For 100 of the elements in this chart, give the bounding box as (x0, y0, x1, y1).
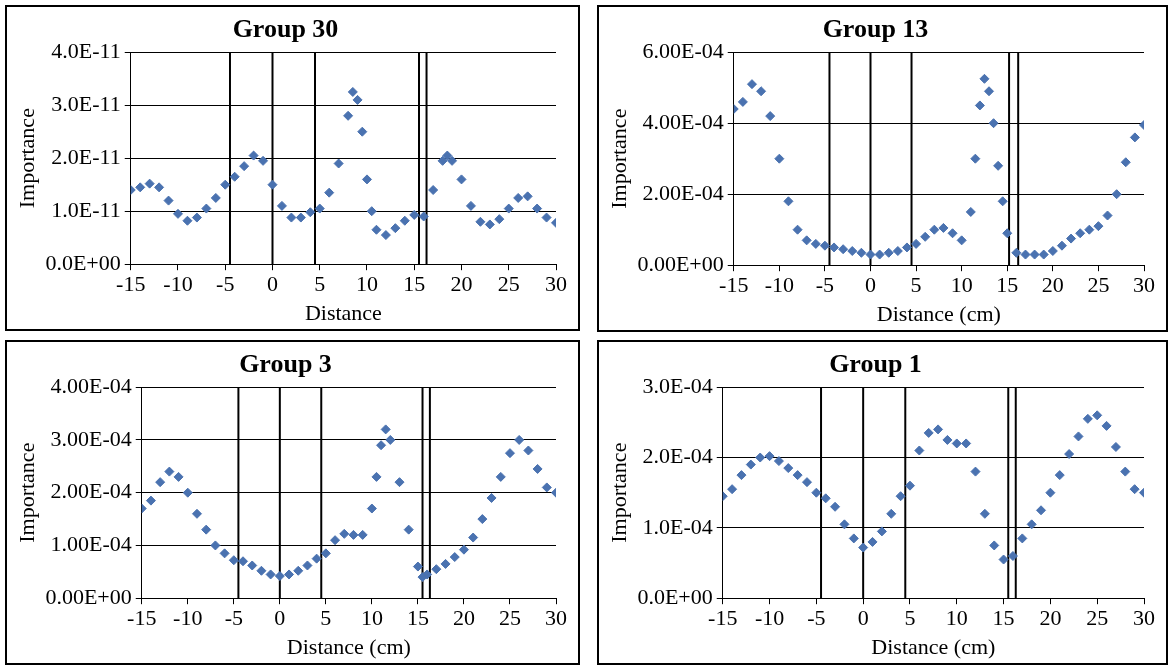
point (403, 524, 414, 535)
point (1007, 551, 1018, 561)
point (901, 242, 912, 253)
point (970, 153, 981, 164)
chart-title: Group 30 (232, 14, 339, 44)
x-tick-label: 20 (1039, 605, 1062, 631)
x-tick-label: -5 (807, 605, 826, 631)
point (993, 160, 1004, 171)
point (865, 249, 876, 260)
point (330, 535, 341, 546)
point (1129, 484, 1140, 495)
y-tick-label: 6.00E-04 (642, 37, 724, 63)
point (1054, 470, 1065, 481)
point (293, 565, 304, 576)
point (933, 424, 944, 435)
point (532, 463, 543, 474)
point (201, 524, 212, 535)
point (504, 448, 515, 459)
point (1111, 189, 1122, 200)
chart-title: Group 3 (239, 349, 332, 379)
point (458, 544, 469, 555)
point (541, 482, 552, 493)
x-tick-label: 5 (314, 271, 326, 297)
point (265, 569, 276, 580)
point (989, 540, 1000, 551)
point (376, 440, 387, 451)
point (385, 434, 396, 445)
point (997, 196, 1008, 207)
point (320, 548, 331, 559)
point (1056, 240, 1067, 251)
point (164, 466, 175, 477)
x-tick-label: 30 (1133, 272, 1155, 298)
y-tick-label: 4.0E-11 (51, 37, 121, 63)
y-axis-title: Importance (605, 442, 631, 543)
point (895, 491, 906, 502)
point (1036, 505, 1047, 516)
point (765, 111, 776, 122)
x-tick-label: 15 (406, 605, 429, 631)
point (874, 249, 885, 260)
point (810, 238, 821, 249)
point (1120, 466, 1131, 477)
point (311, 553, 322, 564)
point (867, 536, 878, 547)
point (746, 79, 757, 90)
y-tick-label: 2.00E-04 (50, 478, 132, 504)
point (155, 477, 166, 488)
point (1002, 228, 1013, 239)
point (173, 471, 184, 482)
point (911, 238, 922, 249)
point (979, 73, 990, 84)
point (228, 555, 239, 566)
point (965, 206, 976, 217)
x-tick-label: -10 (764, 272, 794, 298)
y-tick-label: 2.0E-11 (51, 143, 121, 169)
x-tick-label: 30 (1133, 605, 1155, 631)
point (256, 565, 267, 576)
chart-title: Group 13 (822, 14, 929, 44)
point (468, 532, 479, 543)
point (737, 96, 748, 107)
y-axis-title: Importance (605, 108, 631, 209)
point (1075, 228, 1086, 239)
point (1020, 249, 1031, 260)
point (339, 528, 350, 539)
point (1038, 249, 1049, 260)
y-tick-label: 4.00E-04 (50, 372, 132, 398)
x-axis-title: Distance (cm) (286, 633, 411, 659)
point (820, 493, 831, 504)
point (394, 477, 405, 488)
point (1073, 431, 1084, 442)
y-axis-title: Importance (13, 108, 39, 209)
x-tick-label: 25 (1087, 272, 1110, 298)
y-tick-label: 3.00E-04 (50, 425, 132, 451)
point (839, 519, 850, 530)
chart-title: Group 1 (829, 349, 922, 379)
point (876, 526, 887, 537)
y-axis-title: Importance (13, 442, 39, 543)
point (210, 540, 221, 551)
y-tick-label: 1.0E-04 (642, 513, 713, 539)
x-tick-label: -10 (173, 605, 203, 631)
y-tick-label: 1.0E-11 (51, 196, 121, 222)
x-tick-label: -10 (163, 271, 193, 297)
point (774, 153, 785, 164)
x-tick-label: -5 (815, 272, 835, 298)
x-tick-label: 25 (1086, 605, 1109, 631)
point (219, 548, 230, 559)
x-tick-label: 0 (267, 271, 278, 297)
point (371, 471, 382, 482)
point (886, 508, 897, 519)
point (1011, 247, 1022, 258)
point (1101, 420, 1112, 431)
x-tick-label: 10 (950, 272, 973, 298)
x-tick-label: 25 (497, 271, 520, 297)
point (802, 477, 812, 488)
point (1029, 249, 1040, 260)
x-tick-label: 20 (1041, 272, 1064, 298)
x-tick-label: 20 (452, 605, 475, 631)
point (998, 554, 1009, 565)
point (182, 487, 193, 498)
point (914, 445, 925, 456)
point (858, 542, 869, 553)
